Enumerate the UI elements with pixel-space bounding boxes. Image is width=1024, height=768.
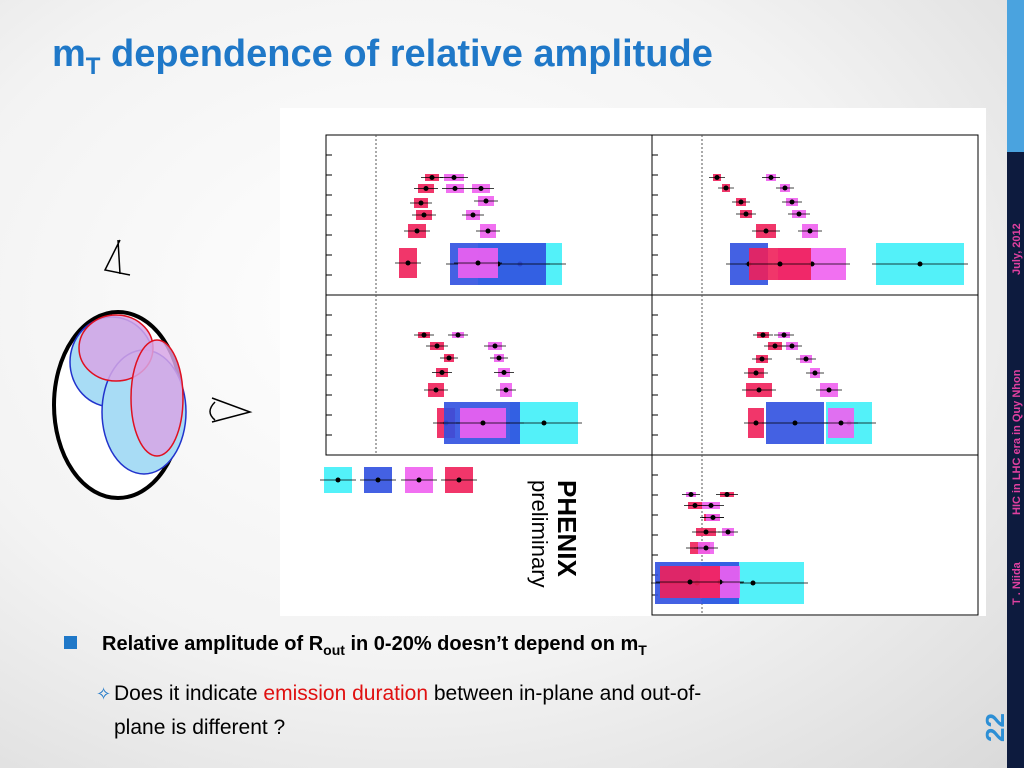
point: [724, 492, 730, 497]
event: HIC in LHC era in Quy Nhon: [1011, 369, 1023, 515]
point: [433, 387, 439, 393]
title-rest: dependence of relative amplitude: [100, 33, 712, 75]
source-diagram: [52, 239, 253, 500]
point: [753, 420, 759, 426]
point: [753, 370, 759, 376]
sub-bullet-text: Does it indicate emission duration betwe…: [114, 682, 701, 705]
sub-before: Does it indicate: [114, 682, 263, 705]
bullet-sub: out: [323, 642, 345, 658]
point: [688, 492, 694, 497]
point: [750, 580, 756, 586]
point: [483, 198, 489, 204]
point: [485, 228, 491, 234]
point: [692, 503, 698, 508]
title-m: m: [52, 33, 86, 75]
point: [759, 356, 765, 362]
eye-icon: [103, 239, 131, 276]
phenix-logo: PHENIX preliminary: [527, 480, 582, 588]
point: [782, 185, 788, 191]
point: [452, 186, 458, 191]
pink-ellipse: [130, 339, 184, 457]
logo-note: preliminary: [527, 480, 552, 588]
point: [496, 355, 502, 361]
title-sub: T: [86, 53, 101, 80]
point: [335, 477, 341, 483]
bullet-marker: [64, 636, 77, 649]
point: [789, 199, 795, 205]
plot-background: [280, 108, 986, 616]
point: [714, 175, 720, 180]
sidebar-top: [1007, 0, 1024, 152]
bullet-part: in 0-20% doesn’t depend on m: [345, 633, 638, 655]
point: [743, 211, 749, 217]
point: [418, 200, 424, 206]
point: [478, 186, 484, 191]
date: July, 2012: [1011, 223, 1023, 275]
point: [492, 343, 498, 349]
point: [470, 212, 476, 218]
point: [756, 387, 762, 393]
point: [501, 370, 507, 375]
point: [812, 370, 818, 376]
point: [405, 260, 411, 266]
sub-after: between in-plane and out-of-: [428, 682, 701, 705]
point: [375, 477, 381, 483]
point: [687, 579, 693, 585]
point: [792, 420, 798, 426]
point: [456, 477, 462, 483]
bullet-sub: T: [638, 642, 647, 658]
point: [416, 477, 422, 483]
point: [434, 343, 440, 349]
point: [451, 175, 457, 180]
point: [541, 420, 547, 426]
point: [768, 175, 774, 180]
eye-icon: [209, 397, 253, 423]
point: [446, 355, 452, 361]
author: T . Niida: [1011, 561, 1023, 605]
point: [781, 332, 787, 338]
point: [708, 503, 714, 508]
point: [429, 175, 435, 180]
sub-bullet-marker: ✧: [96, 684, 111, 704]
point: [725, 529, 731, 535]
point: [826, 387, 832, 393]
logo-text: PHENIX: [552, 480, 582, 577]
point: [738, 199, 744, 205]
point: [480, 420, 486, 426]
point: [777, 261, 783, 267]
point: [789, 343, 795, 349]
point: [710, 515, 716, 520]
sub-highlight: emission duration: [263, 682, 428, 705]
sidebar-text: T . Niida HIC in LHC era in Quy Nhon Jul…: [1011, 223, 1023, 605]
point: [796, 211, 802, 217]
point: [475, 260, 481, 266]
point: [439, 370, 445, 375]
sub-bullet-line2: plane is different ?: [114, 716, 285, 739]
point: [772, 343, 778, 349]
point: [917, 261, 923, 267]
bullet-text: Relative amplitude of Rout in 0-20% does…: [102, 633, 647, 658]
title: mT dependence of relative amplitude: [52, 33, 713, 80]
plot-image: [280, 108, 986, 616]
point: [803, 356, 809, 362]
point: [423, 186, 429, 191]
point: [760, 332, 766, 338]
bullet-part: Relative amplitude of R: [102, 633, 324, 655]
point: [421, 332, 427, 338]
point: [807, 228, 813, 234]
sidebar: [1007, 152, 1024, 768]
point: [723, 185, 729, 191]
point: [703, 545, 709, 551]
point: [414, 228, 420, 234]
point: [703, 529, 709, 535]
point: [503, 387, 509, 393]
point: [455, 332, 461, 338]
point: [421, 212, 427, 218]
page-number: 22: [980, 713, 1010, 742]
point: [838, 420, 844, 426]
point: [763, 228, 769, 234]
